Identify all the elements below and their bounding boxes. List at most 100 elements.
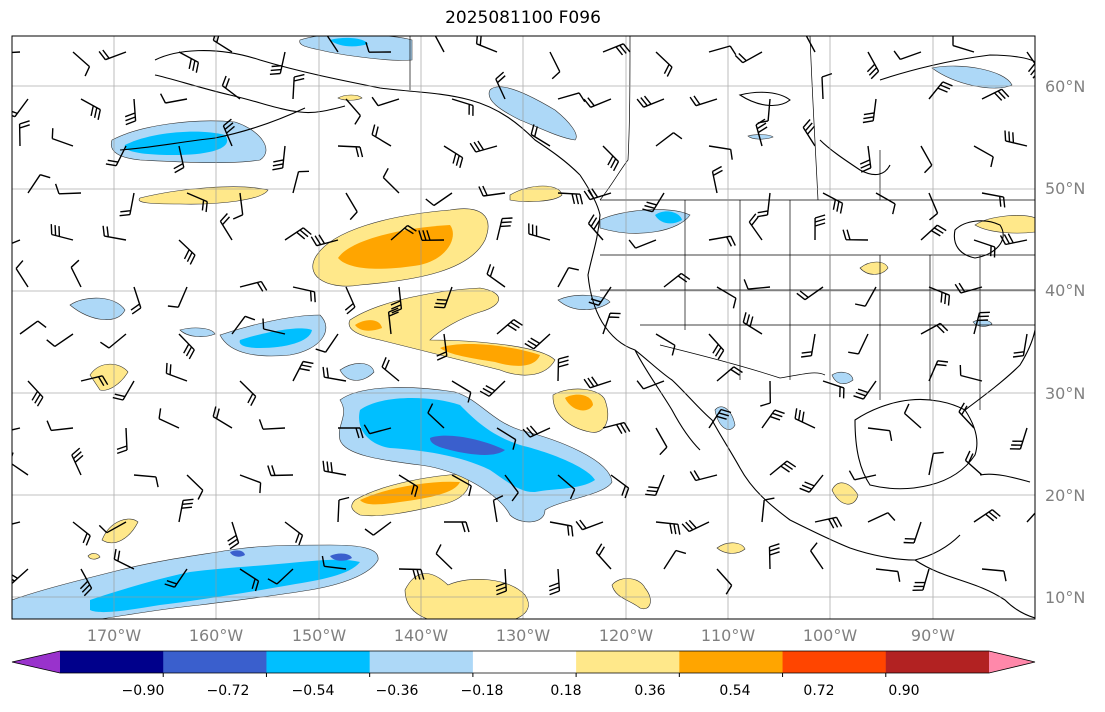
wind-barb: [973, 145, 994, 168]
wind-barb: [315, 333, 339, 353]
wind-barb: [284, 227, 312, 241]
map-title: 2025081100 F096: [445, 8, 601, 28]
wind-barb: [80, 98, 101, 120]
wind-barb: [212, 406, 233, 429]
anomaly-fill-regions: [12, 36, 1035, 619]
wind-barb: [708, 45, 737, 56]
wind-barb: [102, 225, 127, 241]
political-borders: [409, 36, 1035, 410]
wind-barb: [810, 542, 824, 570]
wind-barb: [557, 267, 579, 288]
lat-label-20n: 20°N: [1045, 486, 1086, 505]
wind-barb: [338, 427, 364, 439]
wind-barb: [258, 419, 286, 430]
wind-barb: [928, 192, 939, 221]
wind-barb: [689, 95, 718, 107]
wind-barb: [796, 286, 824, 301]
wind-barb: [862, 98, 877, 124]
positive-anomaly-region: [87, 553, 101, 560]
wind-barb: [602, 145, 620, 172]
wind-barb: [528, 223, 551, 241]
lon-label-110w: 110°W: [700, 626, 756, 645]
wind-barb: [854, 286, 877, 307]
wind-barb: [50, 224, 74, 241]
wind-barb: [504, 474, 519, 502]
wind-barb: [689, 470, 718, 482]
negative-anomaly-region: [330, 37, 368, 47]
wind-barb: [469, 140, 498, 153]
lat-label-30n: 30°N: [1045, 384, 1086, 403]
wind-barb: [583, 97, 612, 108]
wind-barb: [15, 260, 29, 288]
wind-barb: [231, 315, 256, 335]
wind-barb: [821, 72, 833, 100]
wind-barb: [769, 460, 797, 476]
negative-anomaly-region: [430, 435, 505, 455]
wind-barb: [167, 286, 188, 308]
wind-barb: [875, 568, 901, 582]
wind-barb: [1009, 427, 1028, 450]
colorbar-segment: [576, 651, 680, 673]
wind-barb: [363, 424, 392, 435]
negative-anomaly-region: [931, 65, 1013, 89]
graticule: [12, 36, 1035, 619]
lon-label-140w: 140°W: [393, 626, 449, 645]
wind-barb: [425, 192, 453, 207]
colorbar: [11, 650, 1036, 677]
wind-barb: [486, 264, 506, 288]
lat-label-60n: 60°N: [1045, 77, 1086, 96]
wind-barb: [105, 145, 127, 167]
wind-barb: [178, 51, 200, 73]
wind-barb: [920, 224, 947, 241]
wind-barb: [645, 474, 665, 496]
wind-barb: [973, 239, 996, 258]
negative-anomaly-region: [831, 371, 854, 384]
colorbar-tick-label: 0.36: [634, 683, 666, 699]
wind-barb: [708, 145, 733, 160]
colorbar-segment: [369, 651, 474, 673]
wind-barb: [178, 333, 195, 360]
wind-barb: [853, 380, 877, 400]
positive-anomaly-region: [611, 578, 651, 610]
colorbar-segment: [60, 651, 164, 673]
lon-label-90w: 90°W: [910, 626, 956, 645]
wind-barb: [716, 568, 733, 595]
negative-anomaly-region: [179, 327, 216, 337]
wind-barb: [875, 192, 896, 215]
lon-label-170w: 170°W: [86, 626, 142, 645]
wind-barb: [655, 427, 668, 456]
wind-barb: [959, 364, 983, 382]
colorbar-segment: [163, 651, 267, 673]
wind-barb: [221, 75, 241, 100]
wind-barb: [130, 286, 142, 315]
wind-barb: [602, 421, 631, 434]
wind-barb: [1026, 51, 1035, 79]
colorbar-segment: [885, 651, 990, 673]
wind-barb: [124, 98, 137, 126]
wind-barb: [113, 548, 135, 570]
positive-anomaly-region: [509, 185, 563, 202]
wind-barb: [954, 282, 983, 294]
wind-barb: [760, 380, 771, 407]
wind-barb: [928, 451, 944, 476]
wind-barb: [119, 192, 135, 217]
wind-barb: [292, 360, 314, 382]
wind-barb: [928, 360, 949, 382]
wind-barb: [964, 450, 983, 476]
negative-anomaly-region: [230, 550, 245, 557]
wind-barb: [158, 408, 180, 429]
positive-anomaly-region: [101, 518, 139, 544]
positive-anomaly-region: [355, 320, 382, 331]
colorbar-segment: [472, 651, 577, 673]
wind-barb: [768, 543, 780, 570]
wind-barb: [602, 43, 631, 56]
wind-barb: [814, 214, 826, 241]
colorbar-outline: [11, 650, 1036, 674]
wind-barb: [1004, 130, 1028, 147]
negative-anomaly-region: [339, 363, 375, 381]
wind-barb: [322, 460, 347, 476]
wind-barb: [587, 214, 604, 241]
wind-barb: [681, 519, 710, 533]
wind-barb: [80, 375, 109, 387]
wind-barb: [239, 280, 268, 292]
